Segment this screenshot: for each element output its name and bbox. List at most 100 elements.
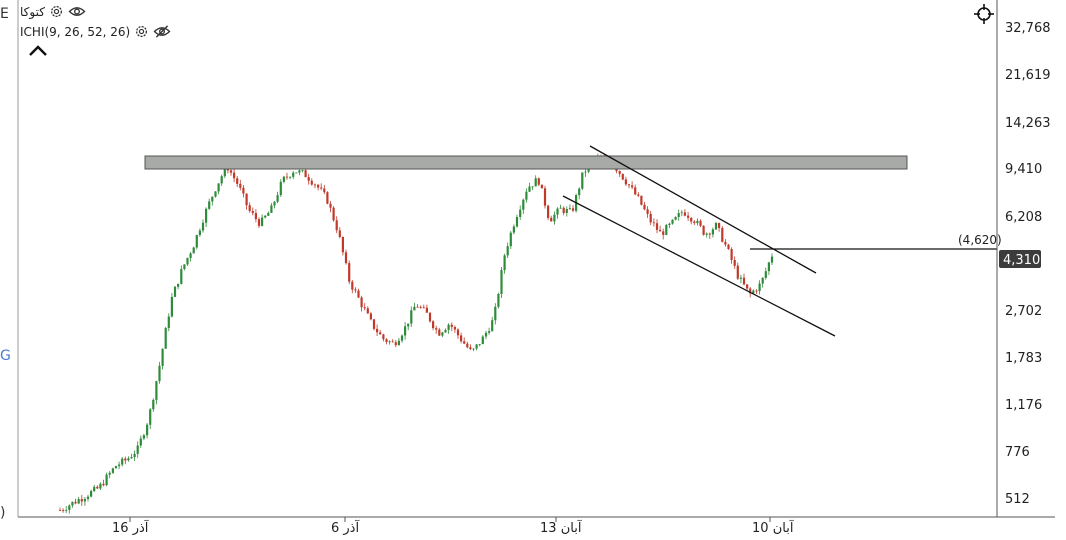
edge-glyph: ) bbox=[0, 505, 6, 521]
candle-down bbox=[453, 327, 456, 330]
candle-down bbox=[248, 205, 251, 211]
candle-down bbox=[332, 207, 335, 221]
candle-up bbox=[407, 323, 410, 327]
edge-glyph: E bbox=[0, 6, 9, 22]
candle-down bbox=[662, 231, 665, 235]
candle-down bbox=[655, 223, 659, 230]
candle-down bbox=[360, 297, 363, 308]
candle-up bbox=[472, 348, 475, 350]
candle-up bbox=[444, 329, 447, 333]
candle-down bbox=[391, 341, 394, 343]
candle-up bbox=[289, 176, 292, 178]
candle-down bbox=[550, 217, 553, 222]
candle-up bbox=[292, 172, 295, 177]
candle-up bbox=[170, 296, 173, 317]
candle-down bbox=[425, 307, 428, 313]
candle-down bbox=[394, 342, 397, 346]
candle-down bbox=[469, 347, 472, 350]
candle-up bbox=[761, 277, 764, 284]
price-tick-label: 776 bbox=[1005, 445, 1030, 460]
crosshair-icon[interactable] bbox=[974, 4, 994, 24]
candle-up bbox=[397, 340, 400, 346]
indicator-legend-row: ICHI(9, 26, 52, 26) bbox=[20, 24, 171, 39]
candle-up bbox=[111, 468, 114, 473]
candle-up bbox=[211, 196, 214, 202]
candle-up bbox=[298, 170, 301, 173]
candle-up bbox=[65, 510, 68, 511]
candle-down bbox=[755, 290, 758, 292]
candle-down bbox=[304, 170, 307, 178]
candles bbox=[58, 153, 774, 514]
symbol-name: کتوکا bbox=[20, 4, 45, 19]
candle-down bbox=[615, 168, 618, 171]
price-tick-label: 9,410 bbox=[1005, 162, 1042, 177]
candle-down bbox=[363, 307, 366, 309]
candle-down bbox=[245, 193, 248, 206]
candle-up bbox=[273, 201, 276, 206]
candle-down bbox=[749, 288, 752, 294]
eye-off-icon[interactable] bbox=[153, 24, 171, 39]
candle-up bbox=[152, 399, 155, 410]
channel-upper-line[interactable] bbox=[589, 145, 817, 274]
candle-up bbox=[506, 246, 509, 256]
candle-down bbox=[382, 334, 385, 340]
candle-up bbox=[208, 201, 211, 209]
candle-down bbox=[416, 306, 419, 308]
candle-up bbox=[478, 344, 481, 345]
candle-down bbox=[124, 458, 127, 461]
candle-up bbox=[149, 409, 152, 425]
candle-up bbox=[180, 269, 183, 284]
candle-down bbox=[102, 483, 105, 486]
candle-down bbox=[687, 215, 690, 218]
candle-down bbox=[351, 281, 354, 290]
candle-up bbox=[223, 166, 226, 177]
candle-down bbox=[627, 184, 631, 186]
candle-down bbox=[621, 173, 624, 180]
price-axis[interactable]: 32,768 21,619 14,263 9,410 6,208 2,702 1… bbox=[1005, 21, 1051, 507]
candle-down bbox=[338, 230, 341, 237]
candle-down bbox=[335, 220, 338, 231]
candle-up bbox=[99, 483, 102, 489]
candle-up bbox=[680, 212, 683, 214]
candle-up bbox=[767, 262, 770, 272]
candle-down bbox=[746, 284, 749, 289]
price-tick-label: 512 bbox=[1005, 492, 1030, 507]
settings-gear-icon[interactable] bbox=[49, 4, 64, 19]
resistance-zone[interactable] bbox=[144, 155, 908, 170]
candle-down bbox=[80, 499, 83, 502]
time-axis[interactable]: 16 آذر 6 آذر 13 آبان 10 آبان bbox=[112, 517, 795, 536]
candle-up bbox=[136, 445, 139, 454]
channel-lower-line[interactable] bbox=[562, 195, 836, 337]
candle-down bbox=[466, 343, 469, 348]
candle-down bbox=[637, 194, 640, 196]
symbol-legend-row: کتوکا bbox=[20, 4, 86, 19]
chevron-up-icon[interactable] bbox=[28, 44, 48, 58]
candle-up bbox=[522, 199, 525, 210]
candle-up bbox=[83, 499, 86, 502]
candle-up bbox=[220, 176, 223, 184]
candle-up bbox=[133, 453, 136, 458]
candle-down bbox=[730, 249, 733, 260]
candle-down bbox=[733, 260, 736, 266]
settings-gear-icon[interactable] bbox=[134, 24, 149, 39]
candle-down bbox=[62, 510, 65, 511]
candle-down bbox=[624, 179, 627, 185]
candle-down bbox=[233, 172, 236, 179]
candle-up bbox=[497, 294, 500, 307]
candle-up bbox=[581, 172, 584, 189]
candle-down bbox=[721, 228, 724, 242]
candle-up bbox=[282, 176, 285, 182]
candle-down bbox=[643, 204, 646, 210]
eye-icon[interactable] bbox=[68, 4, 86, 19]
candle-up bbox=[217, 183, 220, 192]
time-tick-label: 16 آذر bbox=[112, 519, 150, 536]
candle-up bbox=[668, 223, 671, 225]
candle-down bbox=[727, 244, 730, 249]
candle-down bbox=[320, 187, 323, 189]
candle-up bbox=[267, 212, 270, 216]
candle-down bbox=[646, 209, 649, 214]
candle-up bbox=[578, 188, 581, 196]
chart-overlays bbox=[144, 145, 997, 337]
candle-up bbox=[512, 226, 515, 233]
